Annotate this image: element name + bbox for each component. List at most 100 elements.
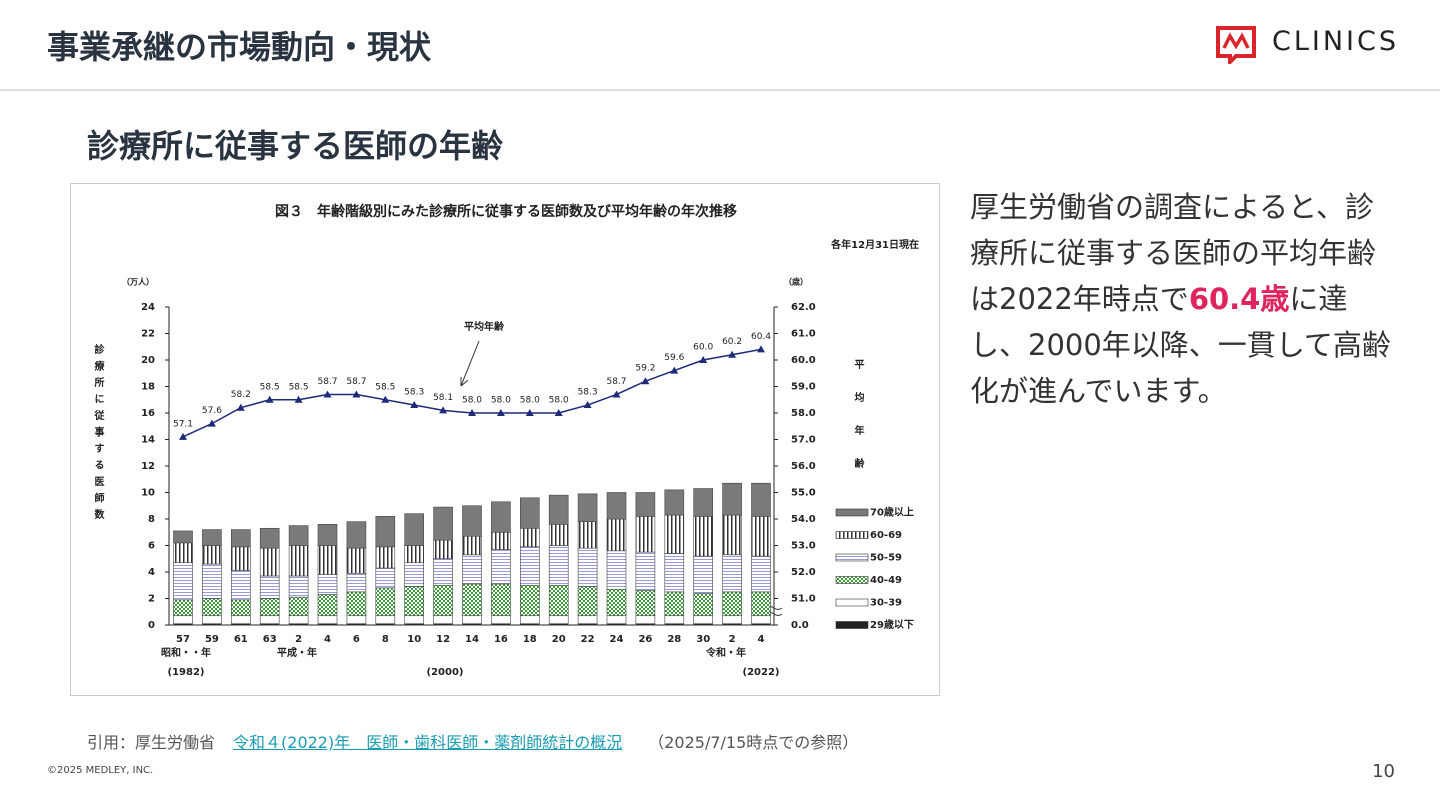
bar-segment <box>346 615 367 624</box>
bar-segment <box>519 584 540 617</box>
bar-segment <box>606 492 627 520</box>
bar-segment <box>693 488 714 517</box>
x-tick-label: 14 <box>465 634 479 645</box>
bar-segment <box>231 570 251 601</box>
bar-segment <box>664 514 685 554</box>
bar-segment <box>664 489 685 516</box>
body-text: に達し、2000年以降、一貫して高齢化が進んでいます。 <box>970 282 1391 408</box>
year-label: (2000) <box>427 667 464 678</box>
avg-age-marker <box>439 406 448 414</box>
x-tick-label: 63 <box>263 634 277 645</box>
legend-swatch <box>835 621 869 629</box>
y2-tick-label: 60.0 <box>791 355 816 366</box>
bar-segment <box>664 591 685 617</box>
logo: CLINICS <box>1214 24 1396 64</box>
x-tick-label: 18 <box>523 634 537 645</box>
bar-segment <box>606 518 627 552</box>
avg-age-marker <box>583 401 592 409</box>
bar-segment <box>231 615 251 624</box>
bar-segment <box>202 563 222 599</box>
y-tick-label: 18 <box>141 382 155 393</box>
avg-age-label: 58.5 <box>289 382 309 392</box>
copyright: ©2025 MEDLEY, INC. <box>47 765 154 776</box>
y-tick-label: 6 <box>148 541 155 552</box>
bar-segment <box>404 615 425 624</box>
avg-age-marker <box>207 419 216 427</box>
y2-tick-label: 59.0 <box>791 382 816 393</box>
bar-segment <box>317 523 338 546</box>
avg-age-marker <box>757 345 765 353</box>
avg-age-marker <box>381 395 390 403</box>
y2-tick-label: 58.0 <box>791 408 816 419</box>
bar-segment <box>577 493 598 522</box>
avg-age-marker <box>294 395 303 403</box>
subtitle: 診療所に従事する医師の年齢 <box>87 127 504 165</box>
bar-segment <box>173 542 193 564</box>
x-tick-label: 10 <box>407 634 421 645</box>
y-tick-label: 8 <box>148 514 155 525</box>
bar-segment <box>491 583 511 617</box>
avg-age-marker <box>670 366 679 374</box>
bar-segment <box>202 598 222 617</box>
bar-segment <box>288 596 309 617</box>
bar-segment <box>346 521 367 549</box>
y2-axis-label: 平均年齢 <box>852 359 864 491</box>
bar-segment <box>548 523 569 546</box>
bar-segment <box>288 525 309 546</box>
bar-segment <box>404 586 425 617</box>
x-tick-label: 57 <box>176 634 190 645</box>
x-tick-label: 16 <box>494 634 508 645</box>
bar-segment <box>317 615 338 624</box>
avg-age-marker <box>641 377 650 385</box>
x-tick-label: 26 <box>638 634 652 645</box>
bar-segment <box>346 573 367 593</box>
year-label: (1982) <box>168 667 205 678</box>
bar-segment <box>231 599 251 617</box>
x-tick-label: 22 <box>581 634 595 645</box>
y-tick-label: 4 <box>148 567 155 578</box>
bar-segment <box>693 592 714 617</box>
bar-segment <box>519 527 540 548</box>
x-tick-label: 12 <box>436 634 450 645</box>
y-tick-label: 22 <box>141 329 155 340</box>
legend-swatch <box>835 576 869 584</box>
bar-segment <box>635 590 656 617</box>
bar-segment <box>173 599 193 617</box>
legend-label: 50-59 <box>870 553 902 564</box>
bar-segment <box>317 574 338 595</box>
bar-segment <box>693 555 714 594</box>
bar-segment <box>462 554 482 585</box>
x-tick-label: 2 <box>729 634 736 645</box>
bar-segment <box>751 516 771 557</box>
x-tick-label: 6 <box>353 634 360 645</box>
bar-segment <box>491 501 511 533</box>
avg-age-label: 59.2 <box>635 364 655 374</box>
avg-age-marker <box>265 395 274 403</box>
bar-segment <box>722 482 742 516</box>
legend-swatch <box>835 508 869 517</box>
header-rule <box>0 89 1440 91</box>
avg-age-marker <box>468 409 476 416</box>
citation-link[interactable]: 令和４(2022)年 医師・歯科医師・薬剤師統計の概況 <box>233 733 623 752</box>
bar-segment <box>433 506 453 541</box>
avg-age-label: 58.1 <box>433 393 453 403</box>
avg-age-label: 59.6 <box>664 353 684 363</box>
avg-age-label: 58.5 <box>260 382 280 392</box>
y2-tick-label: 54.0 <box>791 514 816 525</box>
avg-age-label: 58.0 <box>462 396 482 406</box>
bar-segment <box>259 527 280 549</box>
legend-swatch <box>835 553 869 562</box>
y-tick-label: 10 <box>141 488 155 499</box>
highlight: 60.4歳 <box>1188 282 1290 316</box>
avg-age-label: 58.3 <box>404 388 424 398</box>
x-tick-label: 28 <box>667 634 681 645</box>
bar-segment <box>722 514 742 556</box>
bar-segment <box>577 586 598 617</box>
bar-segment <box>202 529 222 546</box>
year-label: (2022) <box>743 667 780 678</box>
x-tick-label: 20 <box>552 634 566 645</box>
bar-segment <box>375 516 396 548</box>
bar-segment <box>519 546 540 586</box>
y-tick-label: 12 <box>141 461 155 472</box>
